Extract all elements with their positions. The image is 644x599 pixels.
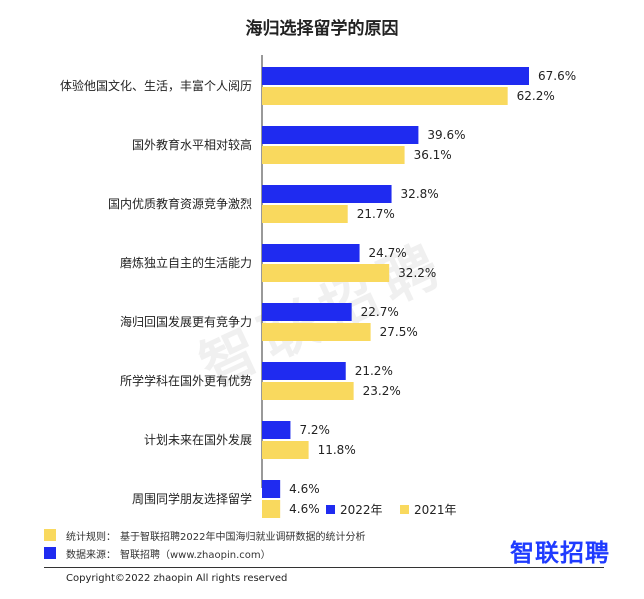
category-label: 磨炼独立自主的生活能力 xyxy=(120,255,252,270)
data-label: 4.6% xyxy=(289,482,320,496)
data-label: 32.2% xyxy=(398,266,436,280)
divider xyxy=(44,567,604,568)
bar xyxy=(262,205,348,223)
note-source: 数据来源： 智联招聘（www.zhaopin.com） xyxy=(44,544,604,562)
data-label: 39.6% xyxy=(427,128,465,142)
note-rule-swatch xyxy=(44,529,56,541)
brand-logo: 智联招聘 xyxy=(510,539,610,567)
note-rule: 统计规则： 基于智联招聘2022年中国海归就业调研数据的统计分析 xyxy=(44,526,604,544)
data-label: 4.6% xyxy=(289,502,320,516)
bar xyxy=(262,244,360,262)
data-label: 21.7% xyxy=(357,207,395,221)
data-label: 21.2% xyxy=(355,364,393,378)
note-source-text: 智联招聘（www.zhaopin.com） xyxy=(120,549,271,561)
category-label: 国内优质教育资源竞争激烈 xyxy=(108,196,252,211)
category-label: 海归回国发展更有竞争力 xyxy=(120,314,252,329)
note-rule-label: 统计规则： xyxy=(66,531,116,543)
data-label: 67.6% xyxy=(538,69,576,83)
bar xyxy=(262,87,508,105)
copyright: Copyright©2022 zhaopin All rights reserv… xyxy=(66,573,288,584)
bar xyxy=(262,323,371,341)
category-label: 体验他国文化、生活，丰富个人阅历 xyxy=(60,78,252,93)
note-source-swatch xyxy=(44,547,56,559)
data-label: 27.5% xyxy=(380,325,418,339)
bar xyxy=(262,480,281,498)
category-label: 国外教育水平相对较高 xyxy=(132,137,252,152)
data-label: 36.1% xyxy=(414,148,452,162)
legend-swatch xyxy=(400,505,409,514)
bar xyxy=(262,421,291,439)
bar xyxy=(262,126,419,144)
data-label: 23.2% xyxy=(363,384,401,398)
legend-label: 2022年 xyxy=(340,503,383,517)
bar xyxy=(262,146,405,164)
category-label: 周围同学朋友选择留学 xyxy=(132,491,252,506)
bar xyxy=(262,382,354,400)
bar xyxy=(262,67,529,85)
bar xyxy=(262,264,390,282)
bar xyxy=(262,500,281,518)
category-label: 所学学科在国外更有优势 xyxy=(120,373,252,388)
legend-swatch xyxy=(326,505,335,514)
chart-title: 海归选择留学的原因 xyxy=(246,18,399,39)
data-label: 22.7% xyxy=(361,305,399,319)
data-label: 24.7% xyxy=(369,246,407,260)
data-label: 7.2% xyxy=(299,423,330,437)
bar xyxy=(262,185,392,203)
legend-label: 2021年 xyxy=(414,503,457,517)
note-rule-text: 基于智联招聘2022年中国海归就业调研数据的统计分析 xyxy=(120,531,366,543)
bar xyxy=(262,362,346,380)
footer-notes: 统计规则： 基于智联招聘2022年中国海归就业调研数据的统计分析 数据来源： 智… xyxy=(44,526,604,562)
bar xyxy=(262,441,309,459)
note-source-label: 数据来源： xyxy=(66,549,116,561)
bar xyxy=(262,303,352,321)
data-label: 62.2% xyxy=(517,89,555,103)
category-label: 计划未来在国外发展 xyxy=(144,432,252,447)
data-label: 32.8% xyxy=(401,187,439,201)
data-label: 11.8% xyxy=(318,443,356,457)
